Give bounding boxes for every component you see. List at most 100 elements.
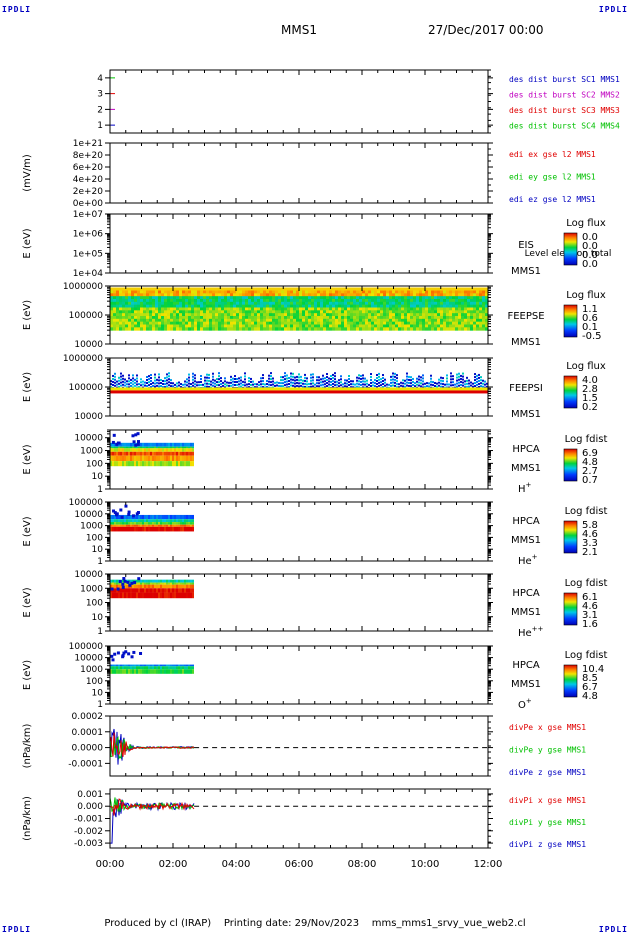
frame-hpca-o <box>109 645 489 705</box>
legend-edi-e-0: edi ex gse l2 MMS1 <box>509 150 596 159</box>
instrument-hpca-he: HPCA <box>512 516 540 527</box>
panel-des-burst: 1 2 3 4 des dist burst SC1 MMS1 des dist burs… <box>97 69 620 134</box>
footer: Produced by cl (IRAP) Printing date: 29/… <box>0 918 630 929</box>
panel-hpca-h: 1 10 100 1000 10000 E (eV) HPCA MMS1 H+ Log fdist… <box>22 429 608 495</box>
ytick-label-hpca-hepp-1: 10 <box>92 613 104 623</box>
colorbar-label-feepse-2: 0.1 <box>582 322 598 333</box>
ytick-label-eis-3: 1e+07 <box>73 210 103 220</box>
colorbar-hpca-he <box>563 520 578 554</box>
ytick-label-divpe-1: 0.0000 <box>72 744 104 754</box>
series-line-divpi-2 <box>109 798 195 816</box>
colorbar-label-feepsi-3: 0.2 <box>582 402 598 413</box>
legend-des-burst-2: des dist burst SC3 MMS3 <box>509 106 620 115</box>
panel-hpca-hepp: 1 10 100 1000 10000 E (eV) HPCA MMS1 He++ Log fdi… <box>22 570 607 639</box>
colorbar-hpca-hepp <box>563 592 578 626</box>
ytick-label-hpca-o-2: 100 <box>86 677 103 687</box>
heatmap-hpca-he <box>110 504 194 532</box>
colorbar-label-hpca-hepp-1: 4.6 <box>582 601 598 612</box>
series-line-divpe-1 <box>109 733 195 760</box>
xtick-label-6: 12:00 <box>474 859 503 870</box>
ytick-label-divpi-3: 0.000 <box>77 802 103 812</box>
ytick-label-edi-e-5: 1e+21 <box>73 139 103 149</box>
ytick-label-hpca-hepp-0: 1 <box>97 627 103 637</box>
instrument-hpca-hepp: HPCA <box>512 588 540 599</box>
colorbar-label-eis-0: 0.0 <box>582 232 598 243</box>
frame-eis <box>109 213 489 274</box>
colorbar-title-hpca-h: Log fdist <box>565 434 608 445</box>
colorbar-label-eis-3: 0.0 <box>582 259 598 270</box>
ylabel-edi-e: (mV/m) <box>22 154 33 192</box>
colorbar-title-hpca-hepp: Log fdist <box>565 578 608 589</box>
colorbar-label-hpca-he-3: 2.1 <box>582 547 598 558</box>
ytick-label-hpca-o-0: 1 <box>97 700 103 710</box>
ytick-label-hpca-he-3: 1000 <box>80 522 103 532</box>
colorbar-label-hpca-he-2: 3.3 <box>582 538 598 549</box>
colorbar-label-feepse-0: 1.1 <box>582 304 598 315</box>
legend-divpe-2: divPe z gse MMS1 <box>509 768 586 777</box>
instrument-hpca-o: HPCA <box>512 660 540 671</box>
timeseries-divpi <box>109 797 195 844</box>
colorbar-title-hpca-o: Log fdist <box>565 650 608 661</box>
instrument-hpca-h: HPCA <box>512 444 540 455</box>
ytick-label-des-burst-2: 3 <box>97 90 103 100</box>
colorbar-label-hpca-h-0: 6.9 <box>582 448 598 459</box>
ytick-label-hpca-hepp-2: 100 <box>86 599 103 609</box>
instrument-eis: EIS <box>518 240 534 251</box>
ytick-label-edi-e-0: 0e+00 <box>73 199 104 209</box>
heatmap-hpca-h <box>110 432 194 467</box>
colorbar-title-hpca-he: Log fdist <box>565 506 608 517</box>
mission-title: MMS1 <box>281 23 317 37</box>
ytick-label-hpca-h-1: 10 <box>92 472 104 482</box>
ytick-label-hpca-hepp-4: 10000 <box>74 570 103 580</box>
ytick-label-divpe-2: 0.0001 <box>72 728 104 738</box>
spacecraft-hpca-he: MMS1 <box>511 535 541 546</box>
ytick-label-hpca-he-5: 100000 <box>69 498 104 508</box>
ytick-label-edi-e-2: 4e+20 <box>73 175 104 185</box>
date-title: 27/Dec/2017 00:00 <box>428 23 544 37</box>
footer-script: mms_mms1_srvy_vue_web2.cl <box>371 918 526 929</box>
ytick-label-hpca-o-5: 100000 <box>69 642 104 652</box>
ylabel-hpca-he: E (eV) <box>22 516 33 546</box>
colorbar-label-hpca-hepp-3: 1.6 <box>582 619 598 630</box>
ytick-label-hpca-he-4: 10000 <box>74 510 103 520</box>
instrument-feepse: FEEPSE <box>507 311 544 322</box>
colorbar-label-hpca-h-1: 4.8 <box>582 457 598 468</box>
species-hpca-h: H+ <box>518 481 532 495</box>
ytick-label-hpca-he-1: 10 <box>92 545 104 555</box>
ytick-label-hpca-h-0: 1 <box>97 485 103 495</box>
colorbar-title-feepse: Log flux <box>566 290 606 301</box>
ytick-label-feepse-1: 100000 <box>69 311 104 321</box>
ytick-label-feepse-0: 10000 <box>74 340 103 350</box>
ytick-label-hpca-he-2: 100 <box>86 533 103 543</box>
frame-des-burst <box>109 69 489 134</box>
colorbar-label-hpca-h-2: 2.7 <box>582 466 598 477</box>
instrument-feepsi: FEEPSI <box>509 383 543 394</box>
ytick-label-feepsi-2: 1000000 <box>63 354 103 364</box>
species-hpca-he: He+ <box>518 553 538 567</box>
species-hpca-hepp: He++ <box>518 625 544 639</box>
ytick-label-des-burst-0: 1 <box>97 121 103 131</box>
legend-divpe-0: divPe x gse MMS1 <box>509 723 586 732</box>
ytick-label-des-burst-1: 2 <box>97 105 103 115</box>
ytick-label-divpi-2: -0.001 <box>74 815 103 825</box>
colorbar-label-feepse-1: 0.6 <box>582 313 598 324</box>
panel-feepsi: 10000 100000 1000000 E (eV) FEEPSI MMS1 Log fl… <box>22 354 606 422</box>
legend-divpi-1: divPi y gse MMS1 <box>509 818 586 827</box>
colorbar-label-hpca-o-0: 10.4 <box>582 664 604 675</box>
corner-label-bottom-right: IPDLI <box>598 925 628 934</box>
legend-des-burst-3: des dist burst SC4 MMS4 <box>509 122 620 131</box>
colorbar-title-feepsi: Log flux <box>566 361 606 372</box>
xtick-label-3: 06:00 <box>285 859 314 870</box>
colorbar-label-feepsi-2: 1.5 <box>582 393 598 404</box>
xtick-label-2: 04:00 <box>222 859 251 870</box>
ytick-label-divpe-0: -0.0001 <box>68 759 103 769</box>
legend-des-burst-1: des dist burst SC2 MMS2 <box>509 91 620 100</box>
ylabel-hpca-h: E (eV) <box>22 444 33 474</box>
ylabel-eis: E (eV) <box>22 228 33 258</box>
ytick-label-divpi-1: -0.002 <box>74 827 103 837</box>
ylabel-divpe: (nPa/km) <box>22 724 33 769</box>
ytick-label-feepsi-1: 100000 <box>69 383 104 393</box>
xtick-label-4: 08:00 <box>348 859 377 870</box>
